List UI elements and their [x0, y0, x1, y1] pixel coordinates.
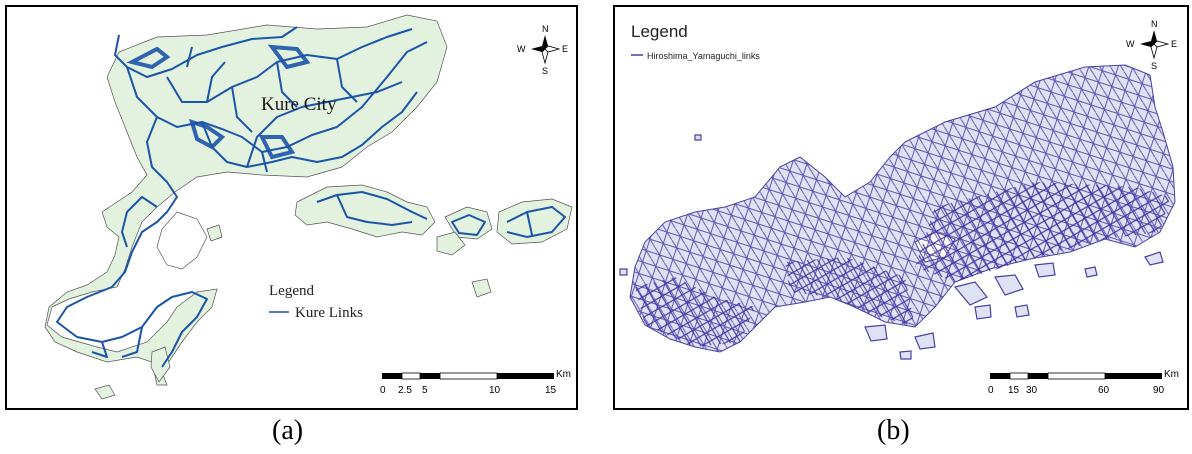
scale-tick-3: 60 — [1098, 385, 1110, 396]
scale-bar: Km 0 2.5 5 10 15 — [380, 369, 571, 396]
scale-tick-4: 15 — [545, 385, 557, 396]
scale-unit: Km — [1164, 369, 1179, 380]
scale-tick-0: 0 — [380, 385, 386, 396]
scale-tick-0: 0 — [988, 385, 994, 396]
island-7 — [94, 384, 116, 400]
island-4 — [436, 231, 466, 256]
compass-e: E — [562, 44, 568, 54]
scale-tick-2: 30 — [1026, 385, 1038, 396]
kure-links-dense — [126, 44, 311, 160]
compass-e: E — [1171, 39, 1177, 49]
place-label-kure-city: Kure City — [261, 94, 337, 115]
island-5 — [206, 224, 223, 242]
compass-n: N — [542, 24, 549, 34]
north-arrow-icon: N S E W — [1126, 19, 1177, 71]
scale-bar: Km 0 15 30 60 90 — [988, 369, 1179, 396]
kure-landmass — [44, 14, 448, 386]
compass-s: S — [542, 66, 548, 76]
scale-tick-2: 5 — [422, 385, 428, 396]
compass-n: N — [1151, 19, 1158, 29]
compass-w: W — [517, 44, 526, 54]
scale-tick-3: 10 — [489, 385, 501, 396]
legend-item-kure-links: Kure Links — [295, 305, 363, 321]
road-network — [630, 65, 1175, 352]
legend-title: Legend — [631, 22, 688, 41]
map-panel-kure: Kure City N S E W Legend Kure Links Km — [5, 5, 578, 410]
kure-links — [56, 26, 566, 368]
scale-tick-4: 90 — [1153, 385, 1165, 396]
island-6 — [471, 278, 492, 298]
legend: Legend Kure Links — [269, 283, 363, 321]
legend: Legend Hiroshima_Yamaguchi_links — [631, 22, 760, 61]
bay-water — [156, 211, 208, 270]
road-network-dense — [635, 182, 1170, 347]
legend-item-hiroshima-yamaguchi-links: Hiroshima_Yamaguchi_links — [647, 51, 760, 61]
scale-unit: Km — [556, 369, 571, 380]
kure-map: Kure City N S E W Legend Kure Links Km — [44, 14, 573, 400]
compass-w: W — [1126, 39, 1135, 49]
hiroshima-yamaguchi-map: Legend Hiroshima_Yamaguchi_links N S E W… — [619, 19, 1179, 396]
scale-tick-1: 2.5 — [398, 385, 412, 396]
legend-title: Legend — [269, 283, 314, 299]
map-panel-hiroshima-yamaguchi: Legend Hiroshima_Yamaguchi_links N S E W… — [613, 5, 1189, 410]
caption-b: (b) — [877, 415, 910, 446]
compass-s: S — [1151, 61, 1157, 71]
north-arrow-icon: N S E W — [517, 24, 568, 76]
scattered-islands — [619, 134, 1164, 360]
island-3 — [496, 198, 573, 245]
island-8 — [150, 346, 171, 383]
scale-tick-1: 15 — [1008, 385, 1020, 396]
caption-a: (a) — [272, 415, 304, 446]
